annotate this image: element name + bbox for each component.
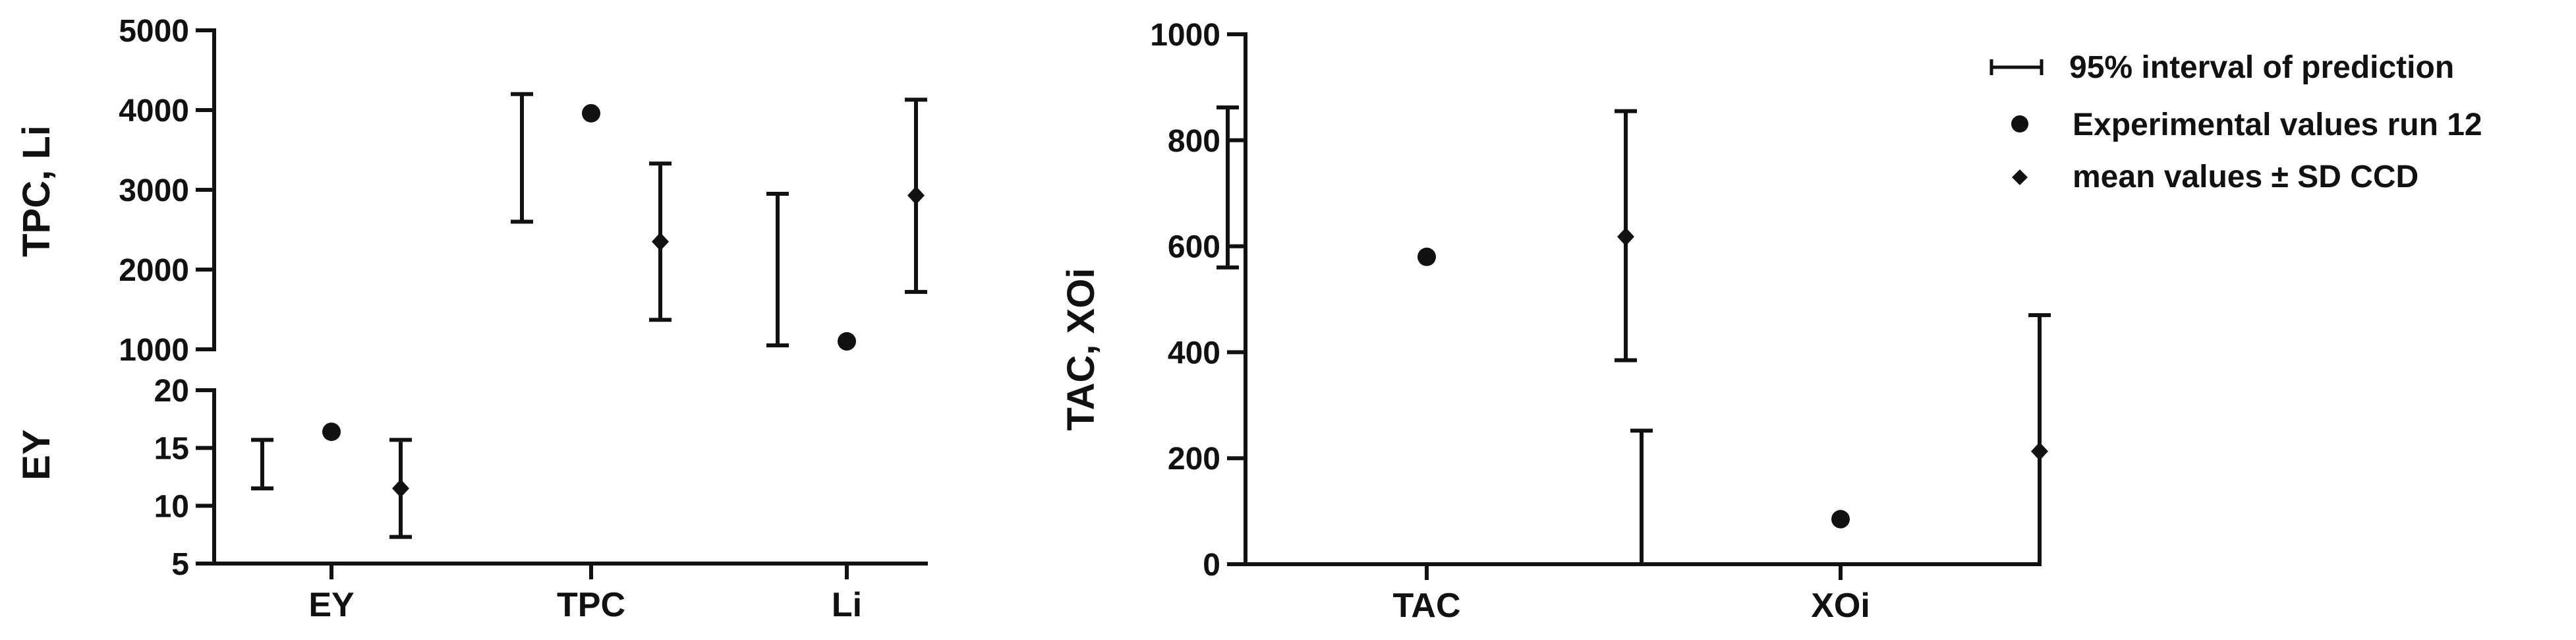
- left-bottom-x-tick-label-li: Li: [832, 586, 862, 624]
- left-top-y-tick-label-5000: 5000: [119, 14, 189, 49]
- left-bottom-y-axis-title: EY: [15, 429, 58, 480]
- left-bottom-plot-area: 5 10 15 20 EY TPC Li: [154, 374, 928, 624]
- right-xoi-circle-point: [1831, 509, 1850, 529]
- right-xoi-diamond-point: [2031, 442, 2048, 461]
- right-plot-area: 0 200 400 600 800 1000 TAC XOi: [1150, 18, 2051, 625]
- right-y-tick-label-600: 600: [1168, 230, 1220, 265]
- right-x-tick-label-tac: TAC: [1392, 587, 1460, 625]
- left-top-y-tick-label-1000: 1000: [119, 333, 189, 368]
- right-x-tick-label-xoi: XOi: [1811, 587, 1870, 625]
- legend-item-diamond: mean values ± SD CCD: [2012, 160, 2419, 194]
- legend-label-circle: Experimental values run 12: [2073, 107, 2482, 142]
- left-bottom-x-tick-label-tpc: TPC: [557, 586, 625, 624]
- right-y-tick-label-0: 0: [1203, 548, 1220, 583]
- left-top-li-circle-point: [838, 332, 856, 351]
- legend-label-interval: 95% interval of prediction: [2069, 50, 2454, 85]
- left-bottom-x-tick-label-ey: EY: [308, 586, 354, 624]
- left-bottom-ey-circle-point: [322, 422, 341, 442]
- right-y-tick-label-200: 200: [1168, 442, 1220, 477]
- legend-item-interval: 95% interval of prediction: [1989, 50, 2454, 85]
- left-top-plot-area: 1000 2000 3000 4000 5000: [119, 14, 927, 368]
- right-tac-diamond-point: [1617, 227, 1634, 247]
- left-bottom-y-tick-label-5: 5: [171, 547, 189, 582]
- legend-label-diamond: mean values ± SD CCD: [2073, 160, 2419, 194]
- left-top-tpc-circle-point: [582, 103, 600, 123]
- left-top-y-tick-label-2000: 2000: [119, 253, 189, 288]
- left-bottom-ey-diamond-point: [392, 479, 409, 498]
- left-top-y-tick-label-3000: 3000: [119, 173, 189, 208]
- left-top-y-axis-title: TPC, Li: [15, 125, 58, 257]
- legend-item-circle: Experimental values run 12: [2011, 107, 2482, 142]
- right-y-tick-label-400: 400: [1168, 335, 1220, 370]
- right-tac-circle-point: [1417, 247, 1436, 266]
- left-chart: TPC, Li EY 1000 2000 3000 4000 5000 5 10 15 20 E…: [15, 14, 928, 624]
- right-y-axis-title: TAC, XOi: [1060, 268, 1102, 430]
- right-chart: TAC, XOi 0 200 400 600 800 1000 TAC XOi: [1060, 18, 2051, 625]
- left-top-tpc-diamond-point: [652, 232, 669, 251]
- left-top-y-tick-label-4000: 4000: [119, 94, 189, 129]
- left-bottom-y-tick-label-10: 10: [154, 489, 189, 524]
- left-top-li-diamond-point: [907, 186, 925, 205]
- left-bottom-y-tick-label-15: 15: [154, 432, 189, 467]
- right-y-tick-label-1000: 1000: [1150, 18, 1220, 53]
- legend-circle-icon: [2011, 115, 2028, 132]
- legend: 95% interval of prediction Experimental …: [1989, 50, 2482, 194]
- legend-diamond-icon: [2012, 169, 2028, 185]
- right-y-tick-label-800: 800: [1168, 124, 1220, 159]
- left-bottom-y-tick-label-20: 20: [154, 374, 189, 409]
